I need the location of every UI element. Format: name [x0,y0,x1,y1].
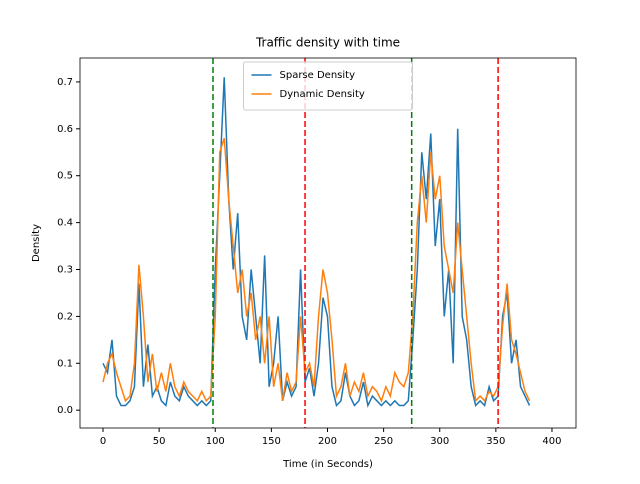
y-tick-label: 0.4 [57,218,73,229]
x-axis-label: Time (in Seconds) [282,459,373,470]
x-tick-label: 300 [430,436,449,447]
y-tick-label: 0.6 [57,124,73,135]
y-tick-label: 0.3 [57,264,73,275]
y-axis-label: Density [31,224,42,262]
y-tick-label: 0.0 [57,405,73,416]
y-tick-label: 0.2 [57,311,73,322]
x-tick-label: 400 [542,436,561,447]
legend-label: Sparse Density [280,70,356,81]
x-tick-label: 250 [374,436,393,447]
plot-frame [79,57,577,429]
x-tick-label: 200 [318,436,337,447]
y-tick-label: 0.7 [57,77,73,88]
x-tick-label: 150 [262,436,281,447]
x-tick-label: 350 [486,436,505,447]
x-tick-label: 50 [153,436,166,447]
x-tick-label: 0 [100,436,106,447]
y-tick-label: 0.1 [57,358,73,369]
x-tick-label: 100 [206,436,225,447]
chart-title: Traffic density with time [255,36,400,50]
data-line [102,77,531,408]
y-tick-label: 0.5 [57,171,73,182]
legend-box [243,61,413,111]
legend-label: Dynamic Density [280,89,365,100]
data-line [102,137,531,403]
